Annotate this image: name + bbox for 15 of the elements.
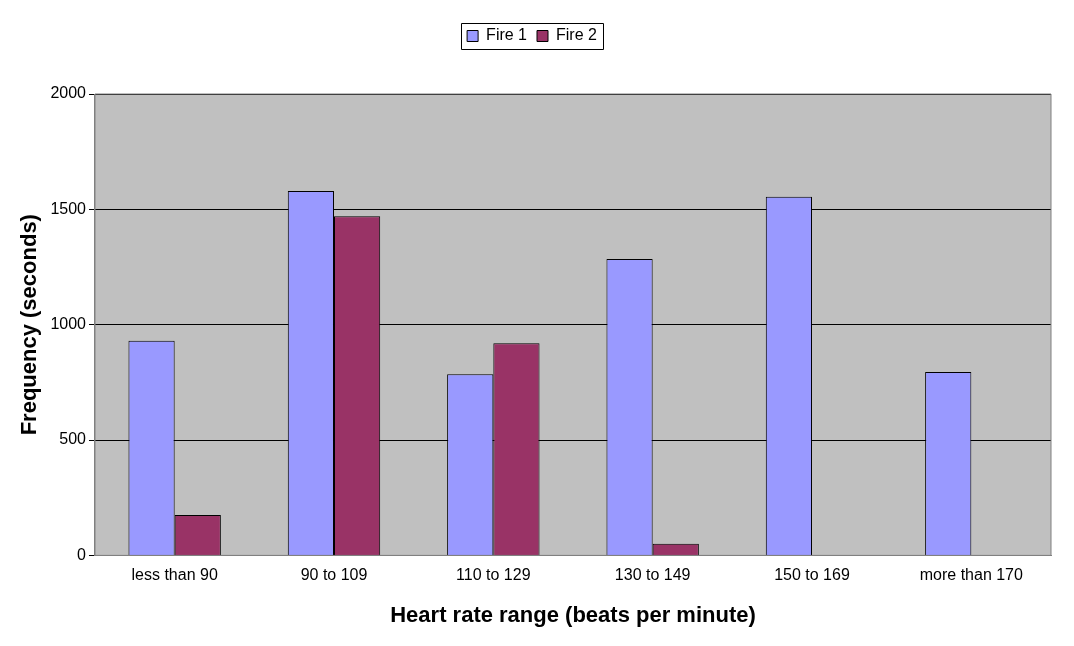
x-tick-label: less than 90	[131, 566, 218, 584]
x-tick-label: 110 to 129	[456, 566, 531, 584]
x-axis-title: Heart rate range (beats per minute)	[390, 601, 756, 627]
y-tick-label: 1000	[50, 315, 87, 333]
y-axis-title: Frequency (seconds)	[16, 214, 42, 436]
x-tick-label: 130 to 149	[614, 566, 691, 584]
y-tick-label: 1500	[50, 199, 87, 217]
y-tick-label: 0	[77, 545, 87, 563]
x-tick-label: more than 170	[919, 566, 1024, 584]
x-tick-label: 150 to 169	[774, 566, 850, 584]
y-tick-label: 500	[59, 430, 87, 448]
legend-label: Fire 1	[486, 26, 528, 44]
x-tick-label: 90 to 109	[300, 566, 368, 584]
y-tick-label: 2000	[50, 84, 87, 102]
legend-label: Fire 2	[556, 26, 597, 44]
